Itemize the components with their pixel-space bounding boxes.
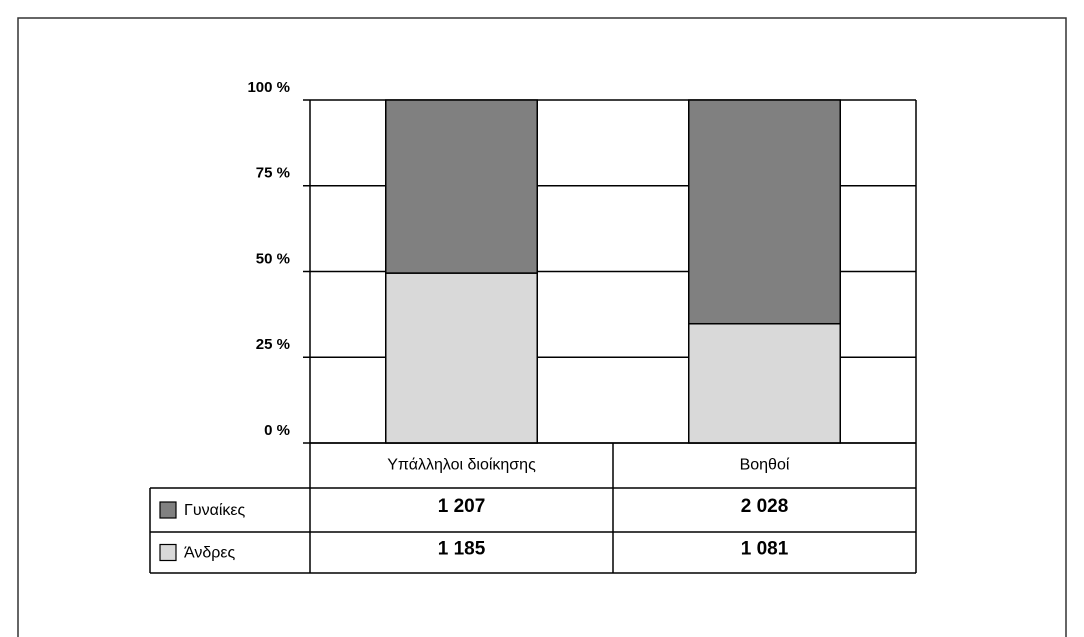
bar-segment <box>688 322 841 444</box>
data-label: 2 028 <box>741 496 789 517</box>
bar-segment <box>688 99 841 325</box>
data-label: 1 185 <box>438 539 486 560</box>
y-tick-label: 25 % <box>256 336 290 353</box>
x-tick-label: Βοηθοί <box>740 457 790 474</box>
data-label: 1 207 <box>438 496 486 517</box>
legend-swatch <box>159 543 177 562</box>
legend-label: Άνδρες <box>184 545 236 562</box>
y-tick-label: 75 % <box>256 165 290 182</box>
bar-segment <box>385 99 538 274</box>
x-tick-label: Υπάλληλοι διοίκησης <box>387 457 536 474</box>
bars <box>385 99 841 444</box>
bar-segment <box>385 272 538 444</box>
legend-swatch <box>159 501 177 519</box>
y-tick-label: 100 % <box>247 79 290 96</box>
y-tick-label: 50 % <box>256 250 290 267</box>
data-label: 1 081 <box>741 539 789 560</box>
data-table: Υπάλληλοι διοίκησης Βοηθοί Γυναίκες 1 207 2 … <box>149 442 917 574</box>
legend-label: Γυναίκες <box>184 502 246 519</box>
frame <box>17 17 1067 637</box>
y-tick-label: 0 % <box>264 422 290 439</box>
